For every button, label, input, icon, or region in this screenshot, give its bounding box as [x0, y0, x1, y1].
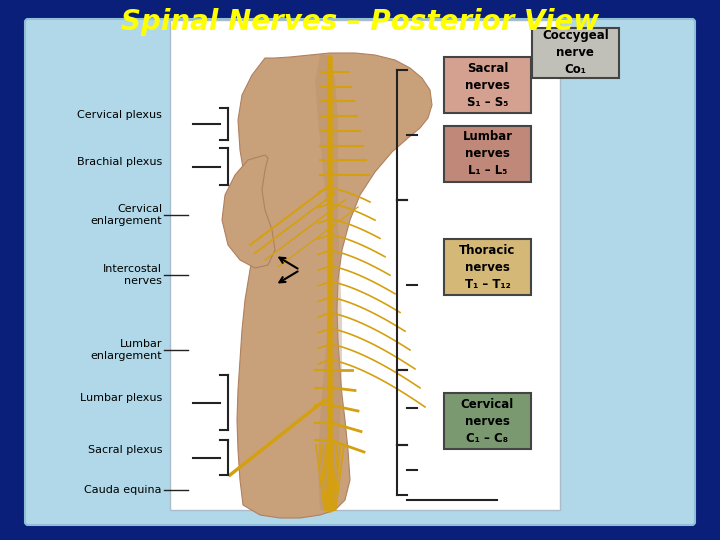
Text: Sacral plexus: Sacral plexus: [88, 445, 162, 455]
Text: Cervical plexus: Cervical plexus: [77, 110, 162, 120]
Text: Lumbar plexus: Lumbar plexus: [80, 393, 162, 403]
Text: Cervical
enlargement: Cervical enlargement: [91, 204, 162, 226]
Polygon shape: [315, 55, 342, 510]
Text: Lumbar
enlargement: Lumbar enlargement: [91, 339, 162, 361]
Text: Cervical
nerves
C₁ – C₈: Cervical nerves C₁ – C₈: [461, 397, 514, 445]
FancyBboxPatch shape: [444, 126, 531, 182]
FancyBboxPatch shape: [532, 28, 618, 78]
Text: Coccygeal
nerve
Co₁: Coccygeal nerve Co₁: [542, 29, 608, 77]
Polygon shape: [237, 53, 432, 518]
Text: Cauda equina: Cauda equina: [84, 485, 162, 495]
Polygon shape: [222, 155, 275, 268]
FancyBboxPatch shape: [25, 19, 695, 525]
Text: Intercostal
nerves: Intercostal nerves: [103, 264, 162, 286]
FancyBboxPatch shape: [444, 239, 531, 295]
Bar: [170, 20, 560, 510]
Text: Brachial plexus: Brachial plexus: [77, 157, 162, 167]
Text: Sacral
nerves
S₁ – S₅: Sacral nerves S₁ – S₅: [465, 62, 510, 109]
Text: Lumbar
nerves
L₁ – L₅: Lumbar nerves L₁ – L₅: [462, 130, 513, 178]
Text: Thoracic
nerves
T₁ – T₁₂: Thoracic nerves T₁ – T₁₂: [459, 244, 516, 291]
FancyBboxPatch shape: [444, 393, 531, 449]
FancyBboxPatch shape: [444, 57, 531, 113]
Text: Spinal Nerves – Posterior View: Spinal Nerves – Posterior View: [121, 8, 599, 36]
